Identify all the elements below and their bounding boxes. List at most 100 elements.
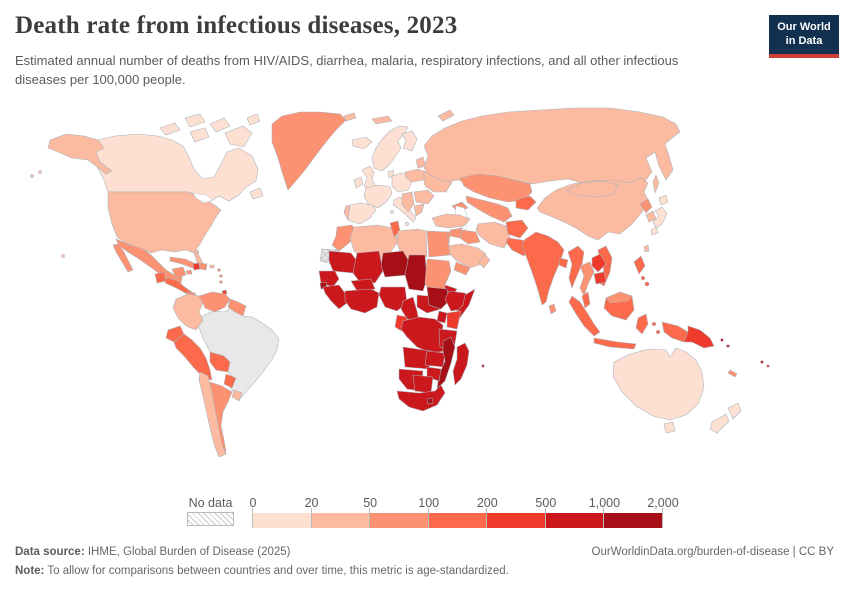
country-mauritius[interactable] (481, 364, 485, 368)
country-uruguay[interactable] (231, 389, 243, 402)
arctic-island[interactable] (209, 117, 231, 133)
country-lesotho[interactable] (426, 397, 434, 405)
country-greece[interactable] (413, 203, 425, 217)
country-bangladesh[interactable] (558, 257, 569, 269)
legend-bin-4[interactable] (487, 513, 546, 528)
country-dominican-republic[interactable] (199, 262, 208, 271)
legend-bin-6[interactable] (604, 513, 664, 528)
country-malaysia[interactable] (581, 291, 591, 309)
country-paraguay[interactable] (223, 373, 237, 389)
country-arctic-russia[interactable] (371, 115, 393, 125)
country-mongolia[interactable] (565, 180, 619, 198)
country-new-caledonia[interactable] (727, 369, 738, 378)
country-peru[interactable] (173, 333, 213, 381)
country-chad[interactable] (404, 254, 428, 292)
country-burkina-faso[interactable] (350, 278, 376, 292)
country-russia[interactable] (423, 107, 681, 187)
country-west-papua[interactable] (661, 321, 689, 343)
country-new-zealand-north[interactable] (727, 402, 742, 420)
country-yucatan[interactable] (171, 266, 187, 279)
country-baffin[interactable] (224, 125, 253, 148)
aleutian-island[interactable] (30, 174, 34, 178)
country-india[interactable] (521, 231, 565, 306)
country-romania-bulgaria[interactable] (413, 189, 435, 205)
legend-color-bar[interactable] (252, 508, 664, 528)
country-central-asia[interactable] (465, 195, 513, 223)
arctic-island[interactable] (189, 127, 210, 143)
country-madagascar[interactable] (452, 342, 470, 386)
country-thailand[interactable] (579, 261, 595, 297)
country-colombia[interactable] (172, 293, 204, 331)
country-baja[interactable] (112, 243, 134, 273)
country-new-zealand-south[interactable] (709, 413, 730, 434)
country-niger[interactable] (380, 250, 410, 278)
country-saudi-arabia[interactable] (445, 243, 487, 269)
country-portugal[interactable] (343, 205, 351, 221)
legend-bin-2[interactable] (370, 513, 429, 528)
country-philippines[interactable] (633, 255, 646, 275)
country-south-africa[interactable] (396, 384, 446, 412)
country-iran[interactable] (475, 221, 511, 249)
legend-bin-3[interactable] (428, 513, 488, 528)
country-finland[interactable] (401, 130, 418, 152)
country-south-sudan[interactable] (426, 286, 450, 310)
country-sumatra[interactable] (568, 295, 601, 337)
footer-credit-link[interactable]: OurWorldinData.org/burden-of-disease | C… (592, 546, 834, 558)
country-guyanas[interactable] (227, 298, 247, 317)
country-novaya-zemlya[interactable] (437, 109, 455, 122)
arctic-island[interactable] (159, 122, 181, 136)
country-sicily[interactable] (404, 221, 410, 227)
aleutian-island[interactable] (38, 170, 42, 174)
country-fiji[interactable] (760, 360, 764, 364)
country-mexico[interactable] (115, 238, 183, 285)
country-sulawesi[interactable] (635, 313, 649, 335)
legend-bin-5[interactable] (545, 513, 605, 528)
country-sri-lanka[interactable] (548, 303, 557, 315)
country-taiwan[interactable] (643, 244, 650, 253)
country-iraq[interactable] (459, 229, 481, 245)
no-data-swatch[interactable] (187, 512, 234, 526)
country-sardinia[interactable] (390, 210, 394, 214)
country-norway-sweden[interactable] (371, 125, 409, 172)
country-libya[interactable] (396, 228, 428, 260)
country-venezuela[interactable] (198, 291, 231, 313)
country-france[interactable] (363, 184, 393, 209)
country-kazakhstan[interactable] (459, 173, 533, 203)
country-bolivia[interactable] (209, 351, 231, 373)
country-chile[interactable] (198, 371, 227, 458)
country-mali[interactable] (352, 250, 384, 284)
country-puerto-rico[interactable] (209, 264, 215, 269)
country-sakhalin[interactable] (652, 174, 660, 194)
country-turkey[interactable] (431, 213, 471, 229)
lesser-antilles[interactable] (217, 268, 221, 272)
country-ghana-ivory-coast[interactable] (344, 288, 380, 314)
country-papua-new-guinea[interactable] (683, 325, 715, 349)
owid-logo[interactable]: Our World in Data (769, 15, 839, 58)
legend-bin-1[interactable] (311, 513, 371, 528)
country-svalbard[interactable] (343, 112, 357, 122)
country-guinea[interactable] (322, 284, 348, 310)
country-japan-honshu[interactable] (652, 206, 668, 229)
country-north-korea[interactable] (639, 198, 653, 214)
country-alaska[interactable] (47, 133, 113, 175)
country-ireland[interactable] (353, 176, 364, 189)
country-iceland[interactable] (351, 136, 373, 150)
country-cambodia[interactable] (593, 271, 607, 285)
country-solomon-islands[interactable] (720, 338, 724, 342)
legend-bin-0[interactable] (253, 513, 312, 528)
country-moluccas[interactable] (651, 321, 657, 327)
country-myanmar[interactable] (567, 245, 585, 289)
country-guatemala[interactable] (154, 271, 167, 284)
country-botswana[interactable] (412, 374, 434, 394)
country-moluccas[interactable] (655, 329, 661, 335)
country-japan-hokkaido[interactable] (658, 194, 669, 206)
country-afghanistan[interactable] (505, 219, 529, 239)
country-tasmania[interactable] (663, 421, 676, 434)
country-australia[interactable] (612, 347, 705, 421)
country-haiti[interactable] (192, 262, 201, 271)
country-balkans[interactable] (401, 191, 415, 213)
country-japan-kyushu[interactable] (650, 226, 659, 236)
country-kenya[interactable] (446, 310, 462, 330)
country-philippines[interactable] (640, 275, 646, 281)
